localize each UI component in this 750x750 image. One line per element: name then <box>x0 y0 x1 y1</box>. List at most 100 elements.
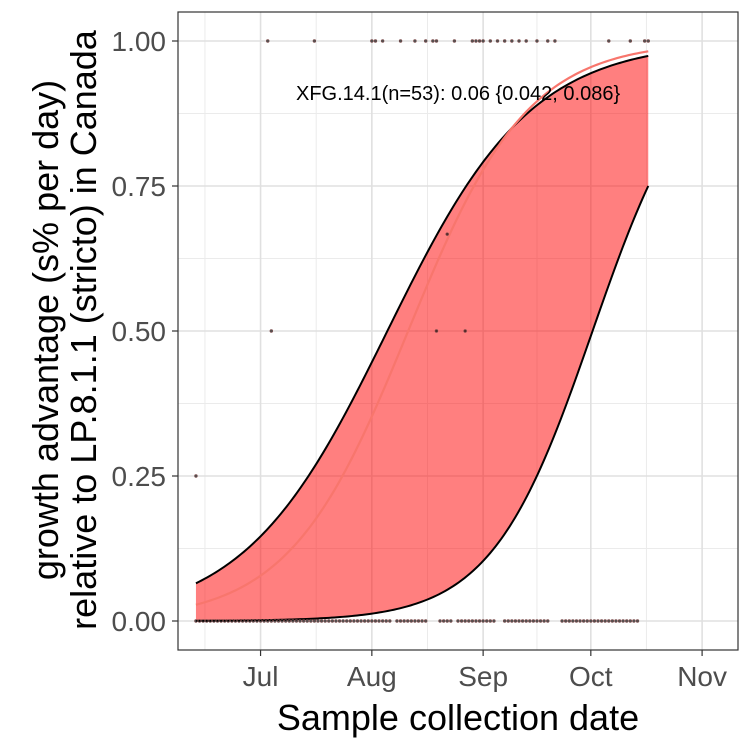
data-point-zero <box>406 619 410 623</box>
data-point <box>266 39 270 43</box>
data-point <box>380 39 385 43</box>
data-point-zero <box>233 619 238 623</box>
data-point-zero <box>240 619 245 623</box>
data-point-zero <box>531 619 536 623</box>
data-point-zero <box>456 619 460 623</box>
data-point-zero <box>370 619 374 623</box>
data-point-zero <box>574 619 579 623</box>
data-point-zero <box>345 619 349 623</box>
data-points-layer <box>194 39 650 623</box>
data-point-zero <box>485 619 489 623</box>
data-point <box>373 39 378 43</box>
data-point <box>517 39 521 43</box>
data-point-zero <box>599 619 604 623</box>
data-point-zero <box>463 619 467 623</box>
data-point-zero <box>474 619 478 623</box>
x-axis-title: Sample collection date <box>277 697 639 738</box>
data-point <box>524 39 528 43</box>
data-point-zero <box>330 619 335 623</box>
data-point-zero <box>323 619 327 623</box>
data-point <box>642 39 647 43</box>
data-point-zero <box>205 619 209 623</box>
data-point <box>488 39 493 43</box>
data-point-zero <box>248 619 252 623</box>
data-point-zero <box>628 619 633 623</box>
data-point-zero <box>201 619 205 623</box>
data-point-zero <box>563 619 568 623</box>
data-point-zero <box>348 619 353 623</box>
data-point <box>431 39 435 43</box>
growth-annotation: XFG.14.1(n=53): 0.06 {0.042, 0.086} <box>296 83 620 105</box>
data-point-zero <box>592 619 597 623</box>
data-point-zero <box>244 619 248 623</box>
data-point-zero <box>546 619 550 623</box>
data-point-zero <box>413 619 417 623</box>
data-point <box>423 39 428 43</box>
data-point-zero <box>441 619 446 623</box>
data-point-zero <box>510 619 514 623</box>
data-point-zero <box>298 619 302 623</box>
data-point-zero <box>258 619 263 623</box>
data-point-zero <box>571 619 575 623</box>
data-point-zero <box>312 619 317 623</box>
data-point-zero <box>359 619 363 623</box>
data-point <box>463 329 467 333</box>
data-point-zero <box>219 619 223 623</box>
x-tick-label: Sep <box>458 661 508 692</box>
data-point-zero <box>409 619 414 623</box>
x-tick-label: Nov <box>677 661 727 692</box>
data-point-zero <box>197 619 202 623</box>
data-point-zero <box>477 619 482 623</box>
data-point-zero <box>294 619 299 623</box>
data-point-zero <box>614 619 618 623</box>
data-point-zero <box>528 619 532 623</box>
data-point-zero <box>309 619 313 623</box>
data-point <box>510 39 514 43</box>
data-point-zero <box>269 619 274 623</box>
data-point-zero <box>617 619 622 623</box>
data-point-zero <box>621 619 625 623</box>
data-point-zero <box>610 619 615 623</box>
data-point-zero <box>524 619 528 623</box>
data-point-zero <box>215 619 220 623</box>
x-tick-label: Oct <box>569 661 613 692</box>
data-point-zero <box>438 619 442 623</box>
data-point-zero <box>388 619 392 623</box>
data-point-zero <box>506 619 510 623</box>
data-point-zero <box>607 619 611 623</box>
data-point <box>495 39 500 43</box>
data-point-zero <box>327 619 331 623</box>
data-point-zero <box>319 619 324 623</box>
x-tick-label: Jul <box>243 661 279 692</box>
data-point-zero <box>251 619 256 623</box>
data-point-zero <box>255 619 259 623</box>
data-point <box>194 474 198 478</box>
data-point-zero <box>301 619 306 623</box>
data-point-zero <box>280 619 284 623</box>
data-point <box>470 39 475 43</box>
data-point-zero <box>535 619 539 623</box>
data-point-zero <box>398 619 403 623</box>
data-point-zero <box>262 619 266 623</box>
data-point-zero <box>560 619 564 623</box>
y-tick-label: 0.25 <box>112 461 167 492</box>
data-point-zero <box>366 619 370 623</box>
data-point-zero <box>420 619 424 623</box>
data-point-zero <box>635 619 640 623</box>
y-axis-title-line-1: growth advantage (s% per day) <box>25 80 66 580</box>
data-point-zero <box>212 619 216 623</box>
data-point <box>398 39 403 43</box>
data-point-zero <box>492 619 496 623</box>
data-point-zero <box>603 619 607 623</box>
y-axis-title: growth advantage (s% per day) relative t… <box>25 29 104 630</box>
data-point-zero <box>467 619 471 623</box>
data-point-zero <box>470 619 475 623</box>
data-point-zero <box>273 619 277 623</box>
data-point-zero <box>581 619 586 623</box>
y-tick-label: 0.75 <box>112 171 167 202</box>
data-point-zero <box>481 619 485 623</box>
data-point <box>553 39 557 43</box>
data-point <box>434 329 439 333</box>
data-point <box>269 329 274 333</box>
